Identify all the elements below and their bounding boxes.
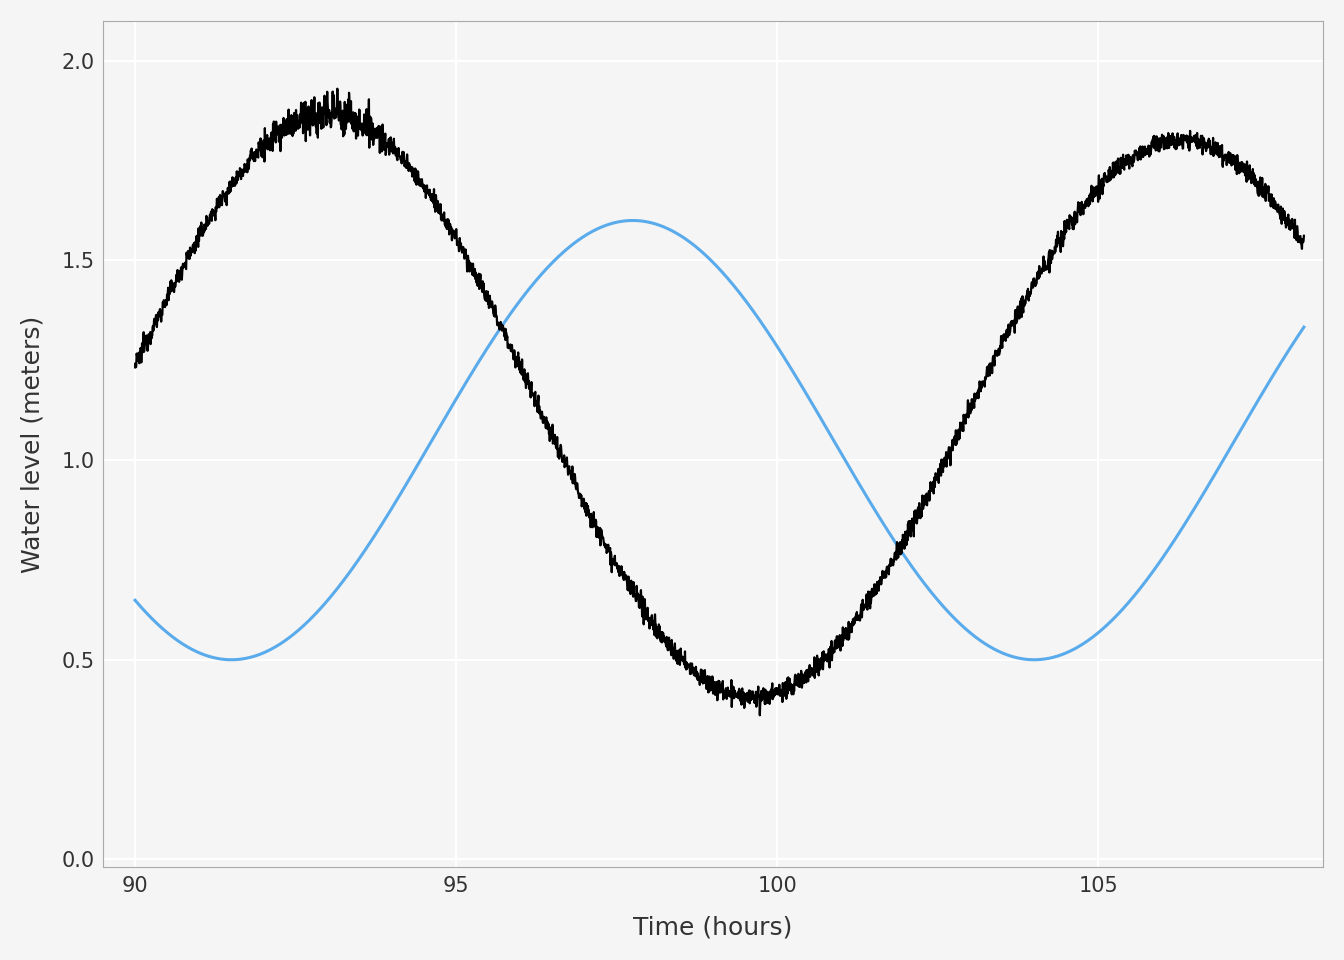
X-axis label: Time (hours): Time (hours) [633, 915, 793, 939]
Y-axis label: Water level (meters): Water level (meters) [22, 316, 44, 573]
